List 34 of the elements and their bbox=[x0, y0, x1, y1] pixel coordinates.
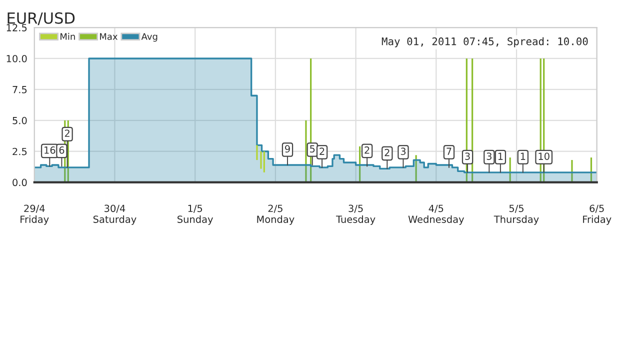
annotation: 3 bbox=[486, 152, 492, 160]
annotation: 2 bbox=[364, 146, 370, 154]
annotation: May 01, 2011 07:45, Spread: 10.00 bbox=[382, 37, 588, 48]
x-tick-label: 5/5 Thursday bbox=[494, 204, 539, 225]
x-tick-label: 29/4 Friday bbox=[20, 204, 49, 225]
annotation: 10 bbox=[538, 152, 550, 160]
x-tick-label: 1/5 Sunday bbox=[178, 204, 213, 225]
annotation: 2 bbox=[64, 130, 70, 137]
y-tick-label: 10.0 bbox=[6, 54, 27, 62]
chart-title: EUR/USD bbox=[8, 12, 75, 26]
annotation: 16 bbox=[44, 146, 56, 154]
y-tick-label: 12.5 bbox=[6, 24, 27, 32]
x-tick-label: 4/5 Wednesday bbox=[408, 204, 464, 225]
annotation: 1 bbox=[520, 152, 526, 160]
y-tick-label: 0.0 bbox=[12, 178, 27, 186]
x-tick-label: 30/4 Saturday bbox=[93, 204, 136, 225]
annotation: 3 bbox=[465, 152, 470, 160]
x-tick-label: 6/5 Friday bbox=[583, 204, 612, 225]
x-tick-label: 3/5 Tuesday bbox=[336, 204, 376, 225]
legend-label: Avg bbox=[141, 33, 158, 42]
legend-label: Max bbox=[100, 33, 118, 40]
annotation: 9 bbox=[285, 145, 290, 153]
annotation: 6 bbox=[59, 146, 64, 154]
y-tick-label: 5.0 bbox=[12, 116, 27, 124]
annotation: 5 bbox=[310, 145, 315, 153]
annotation: 2 bbox=[384, 148, 390, 156]
annotation: 2 bbox=[320, 148, 324, 155]
y-tick-label: 2.5 bbox=[12, 148, 27, 156]
x-tick-label: 2/5 Monday bbox=[257, 204, 294, 225]
y-tick-label: 7.5 bbox=[12, 86, 27, 94]
legend-label: Min bbox=[60, 32, 75, 40]
annotation: 3 bbox=[400, 148, 406, 155]
annotation: 1 bbox=[498, 152, 503, 160]
annotation: 7 bbox=[446, 148, 452, 155]
